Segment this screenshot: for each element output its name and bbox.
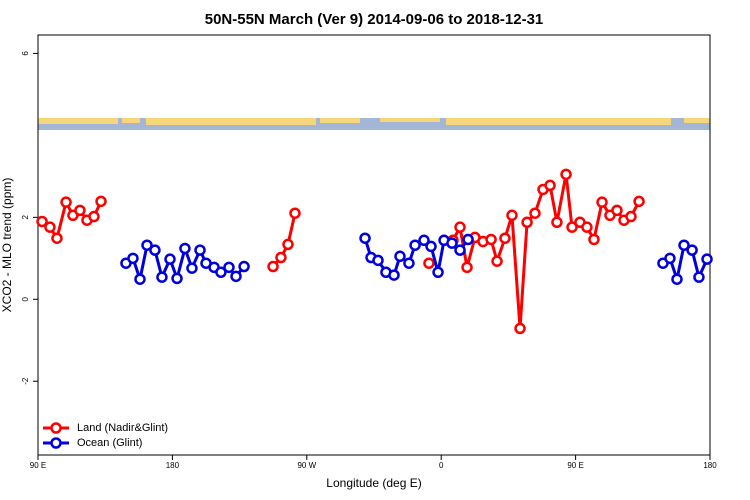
point: [60, 196, 72, 208]
y-tick-label: 0: [21, 297, 30, 302]
point: [215, 266, 227, 278]
point: [529, 207, 541, 219]
point: [36, 215, 48, 228]
y-tick-label: -2: [21, 377, 30, 385]
point: [95, 195, 107, 208]
point: [461, 261, 473, 274]
x-tick-label: 0: [439, 461, 444, 470]
point: [372, 254, 384, 267]
legend-marker: [50, 422, 62, 434]
point: [359, 232, 371, 244]
point: [506, 209, 518, 222]
point: [238, 260, 250, 273]
point: [499, 232, 511, 244]
chart-title: 50N-55N March (Ver 9) 2014-09-06 to 2018…: [205, 11, 544, 28]
y-tick-label: 6: [21, 51, 30, 56]
series-line: [41, 174, 641, 329]
point: [686, 244, 698, 256]
point: [134, 273, 146, 285]
point: [51, 232, 63, 244]
point: [88, 210, 100, 223]
point: [560, 168, 572, 181]
point: [418, 234, 430, 247]
point: [581, 221, 593, 233]
point: [74, 204, 86, 217]
point: [156, 271, 168, 283]
point: [141, 239, 153, 251]
point: [454, 244, 466, 256]
point: [179, 242, 191, 255]
plot-frame: [37, 34, 711, 456]
point: [485, 233, 497, 246]
point: [388, 269, 400, 281]
point: [671, 273, 683, 285]
point: [164, 253, 176, 265]
point: [596, 196, 608, 208]
point: [454, 221, 466, 233]
point: [194, 244, 206, 256]
point: [514, 322, 526, 335]
point: [275, 251, 287, 264]
point: [462, 233, 474, 246]
point: [230, 270, 242, 283]
y-axis-label: XCO2 - MLO trend (ppm): [0, 178, 14, 313]
x-axis-label: Longitude (deg E): [326, 476, 421, 490]
land-ocean-strip: [38, 118, 710, 130]
point: [521, 216, 533, 229]
x-tick-label: 180: [703, 461, 717, 470]
point: [409, 239, 421, 251]
point: [127, 252, 139, 265]
legend-label: Land (Nadir&Glint): [77, 422, 168, 434]
point: [223, 261, 235, 274]
point: [282, 238, 294, 251]
point: [566, 221, 578, 233]
point: [491, 255, 503, 267]
point: [267, 260, 279, 273]
point: [432, 266, 444, 278]
point: [588, 233, 600, 246]
y-tick-label: 2: [21, 215, 30, 220]
point: [551, 216, 563, 229]
point: [446, 237, 458, 249]
point: [693, 271, 705, 283]
point: [423, 257, 435, 269]
point: [611, 204, 623, 217]
point: [664, 252, 676, 265]
point: [701, 253, 713, 265]
point: [171, 272, 183, 285]
x-tick-label: 90 E: [567, 461, 583, 470]
point: [186, 262, 198, 274]
point: [289, 207, 301, 219]
legend-label: Ocean (Glint): [77, 437, 142, 449]
x-tick-label: 90 E: [30, 461, 46, 470]
point: [425, 240, 437, 253]
x-tick-label: 180: [166, 461, 180, 470]
point: [678, 239, 690, 251]
point: [403, 257, 415, 269]
point: [633, 195, 645, 208]
point: [394, 250, 406, 263]
point: [44, 221, 56, 233]
point: [625, 210, 637, 223]
point: [544, 179, 556, 192]
x-tick-label: 90 W: [297, 461, 316, 470]
legend-marker: [50, 437, 62, 449]
point: [149, 244, 161, 256]
